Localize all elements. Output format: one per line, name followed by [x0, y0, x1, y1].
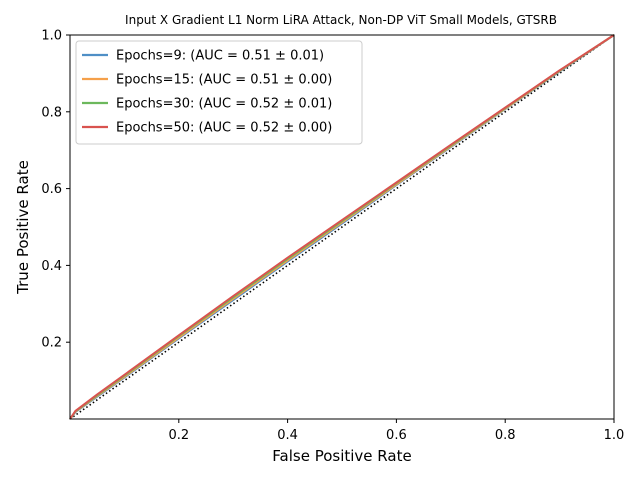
legend-label: Epochs=15: (AUC = 0.51 ± 0.00) [116, 73, 332, 88]
series-line-4 [69, 34, 615, 420]
chance-diagonal-line [69, 34, 615, 420]
legend-box [75, 40, 363, 145]
x-tick-label: 0.4 [277, 428, 298, 443]
x-tick-label: 0.2 [168, 428, 189, 443]
chart-title: Input X Gradient L1 Norm LiRA Attack, No… [125, 13, 557, 27]
x-tick-label: 0.8 [495, 428, 516, 443]
y-tick-label: 0.8 [41, 105, 62, 120]
x-tick-label: 0.6 [386, 428, 407, 443]
legend-label: Epochs=9: (AUC = 0.51 ± 0.01) [116, 49, 324, 64]
axes-frame [69, 34, 615, 420]
legend: Epochs=9: (AUC = 0.51 ± 0.01) Epochs=15: … [75, 40, 363, 145]
x-axis-ticks: 0.2 0.4 0.6 0.8 1.0 [168, 419, 624, 443]
legend-label: Epochs=30: (AUC = 0.52 ± 0.01) [116, 97, 332, 112]
plot-area [69, 34, 615, 420]
x-axis-label: False Positive Rate [272, 447, 411, 465]
y-axis-ticks: 0.2 0.4 0.6 0.8 1.0 [41, 29, 70, 351]
x-tick-label: 1.0 [604, 428, 625, 443]
y-tick-label: 0.4 [41, 259, 62, 274]
y-tick-label: 0.2 [41, 336, 62, 351]
y-axis-label: True Positive Rate [14, 160, 32, 295]
y-tick-label: 0.6 [41, 182, 62, 197]
y-tick-label: 1.0 [41, 29, 62, 44]
legend-label: Epochs=50: (AUC = 0.52 ± 0.00) [116, 121, 332, 136]
